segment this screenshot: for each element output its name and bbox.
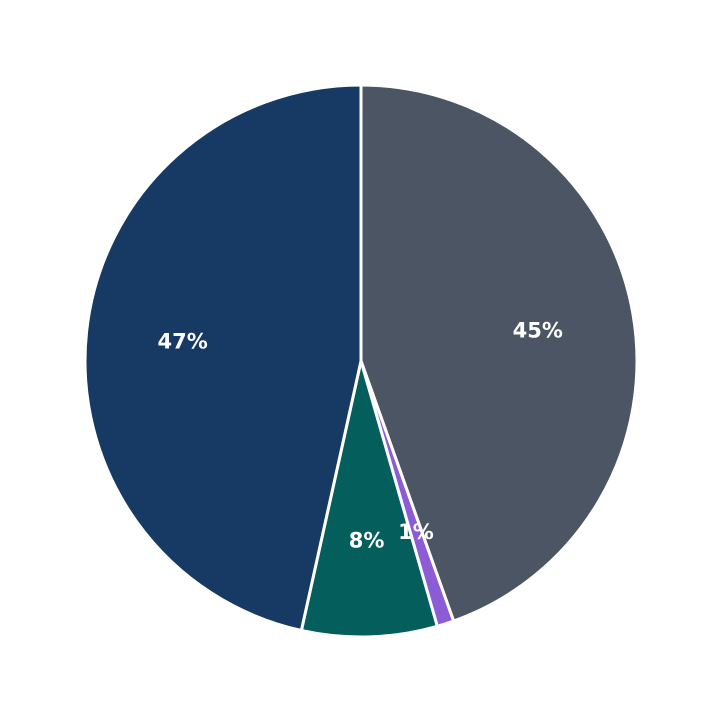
pie-slice-label-1: 1%	[398, 520, 434, 544]
pie-slice-label-0: 45%	[513, 318, 563, 342]
pie-labels: 45% 1% 8% 47%	[158, 318, 563, 552]
pie-slice-3	[83, 83, 363, 632]
pie-slice-2	[299, 359, 439, 639]
pie-slice-0	[359, 83, 639, 623]
pie-slices	[83, 83, 639, 639]
pie-slice-label-2: 8%	[349, 528, 385, 552]
pie-slice-label-3: 47%	[158, 330, 208, 354]
